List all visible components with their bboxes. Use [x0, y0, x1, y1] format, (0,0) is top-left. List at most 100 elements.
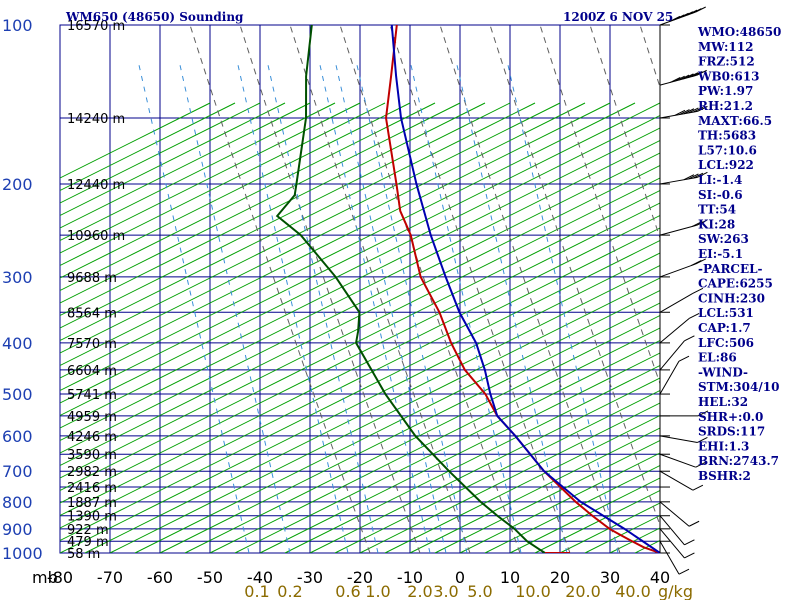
height-label: 4246 m	[67, 430, 117, 445]
wind-barb-flag	[669, 15, 681, 22]
mixing-ratio-line	[335, 64, 447, 553]
height-label: 9688 m	[67, 271, 117, 286]
dry-adiabat	[484, 464, 660, 553]
wind-barb-flag	[692, 106, 704, 113]
wind-barb-flag	[684, 552, 695, 559]
index-item: WMO:48650	[697, 25, 781, 39]
dry-adiabat	[284, 364, 660, 553]
height-label: 7570 m	[67, 337, 117, 352]
wind-barb-staff	[659, 224, 697, 236]
wind-barb-staff	[659, 435, 698, 443]
wind-barb-flag	[695, 6, 706, 13]
wind-barb-flag	[684, 335, 695, 342]
index-item: BSHR:2	[698, 469, 751, 483]
sounding-profiles	[275, 25, 660, 553]
dry-adiabat	[60, 127, 660, 429]
dry-adiabat	[785, 103, 800, 553]
wind-barb-staff	[659, 176, 698, 185]
dry-adiabat	[60, 102, 461, 304]
wind-barb-flag	[695, 461, 706, 468]
wind-barb-staff	[659, 263, 696, 278]
height-label: 58 m	[67, 547, 100, 562]
wind-barb-flag	[696, 219, 707, 226]
pressure-label-100: 100	[2, 16, 33, 35]
index-item: SW:263	[698, 232, 749, 246]
mixing-ratio-tick: 1.0	[365, 582, 390, 600]
dry-adiabat	[60, 102, 336, 242]
pressure-label-500: 500	[2, 385, 33, 404]
height-label: 16570 m	[67, 19, 125, 34]
wind-barb-staff	[659, 74, 697, 86]
wind-barb-flag	[692, 172, 704, 179]
wind-barb-flag	[688, 107, 699, 114]
parcel-line	[390, 25, 660, 553]
dewpoint-line	[275, 25, 546, 553]
wind-barb-flag	[687, 72, 699, 79]
wind-barb-flag	[697, 171, 708, 178]
dry-adiabat	[434, 439, 660, 553]
index-item: EI:-5.1	[698, 247, 743, 261]
wind-barb-flag	[670, 76, 681, 83]
dry-adiabat	[109, 277, 660, 553]
dry-adiabat	[60, 214, 660, 517]
height-label: 2416 m	[67, 481, 117, 496]
wind-barb-staff	[659, 318, 690, 344]
moist-adiabat	[439, 25, 621, 553]
dry-adiabat	[184, 314, 660, 553]
wind-barb-flag	[674, 109, 686, 116]
wind-barb-flag	[678, 355, 690, 362]
height-label: 8564 m	[67, 306, 117, 321]
dry-adiabat	[60, 102, 361, 254]
dry-adiabat	[409, 427, 660, 553]
wind-barb-flag	[686, 9, 698, 16]
pressure-label-200: 200	[2, 175, 33, 194]
temperature-tick: 10	[500, 568, 520, 587]
mixing-ratio-tick: 2.0	[407, 582, 432, 600]
wind-barb-flag	[674, 14, 685, 21]
wind-barb-flag	[683, 108, 695, 115]
index-item: CAPE:6255	[698, 277, 773, 291]
dry-adiabat	[60, 102, 636, 392]
index-item: SRDS:117	[698, 425, 765, 439]
dry-adiabat	[234, 339, 660, 553]
index-item: STM:304/10	[698, 380, 779, 394]
wind-barb-flag	[678, 568, 690, 575]
height-label: 6604 m	[67, 364, 117, 379]
dry-adiabat	[760, 103, 800, 553]
dry-adiabat	[60, 102, 311, 229]
index-item: EL:86	[698, 351, 737, 365]
pressure-label-300: 300	[2, 268, 33, 287]
wind-barb-flag	[678, 74, 690, 81]
height-label: 1887 m	[67, 496, 117, 511]
dry-adiabat	[60, 102, 586, 367]
dry-adiabat	[60, 114, 660, 417]
height-label: 2982 m	[67, 465, 117, 480]
mixing-ratio-line	[507, 64, 619, 553]
pressure-label-700: 700	[2, 462, 33, 481]
moist-adiabat	[539, 25, 660, 386]
height-label: 3590 m	[67, 448, 117, 463]
dry-adiabat	[60, 227, 660, 529]
wind-barb-flag	[697, 105, 708, 112]
index-item: WB0:613	[697, 69, 759, 83]
mixing-ratio-tick: 10.0	[515, 582, 551, 600]
temperature-tick: -10	[397, 568, 423, 587]
wind-barb-staff	[659, 515, 685, 546]
wind-barb-flag	[695, 258, 706, 265]
dry-adiabat	[60, 189, 660, 492]
index-item: TH:5683	[698, 129, 756, 143]
index-item: LCL:922	[698, 158, 754, 172]
wind-barb-staff	[659, 453, 696, 468]
temperature-tick: -30	[297, 568, 323, 587]
wind-barb-staff	[659, 528, 685, 559]
index-item: -WIND-	[698, 365, 748, 379]
moist-adiabat	[489, 25, 660, 527]
dry-adiabat	[60, 102, 511, 329]
wind-barb-staff	[659, 110, 698, 119]
temperature-tick: -20	[347, 568, 373, 587]
dry-adiabat	[359, 402, 660, 553]
wind-barb-flag	[682, 11, 694, 18]
wind-barb-staff	[659, 340, 685, 371]
index-item: SI:-0.6	[698, 188, 743, 202]
